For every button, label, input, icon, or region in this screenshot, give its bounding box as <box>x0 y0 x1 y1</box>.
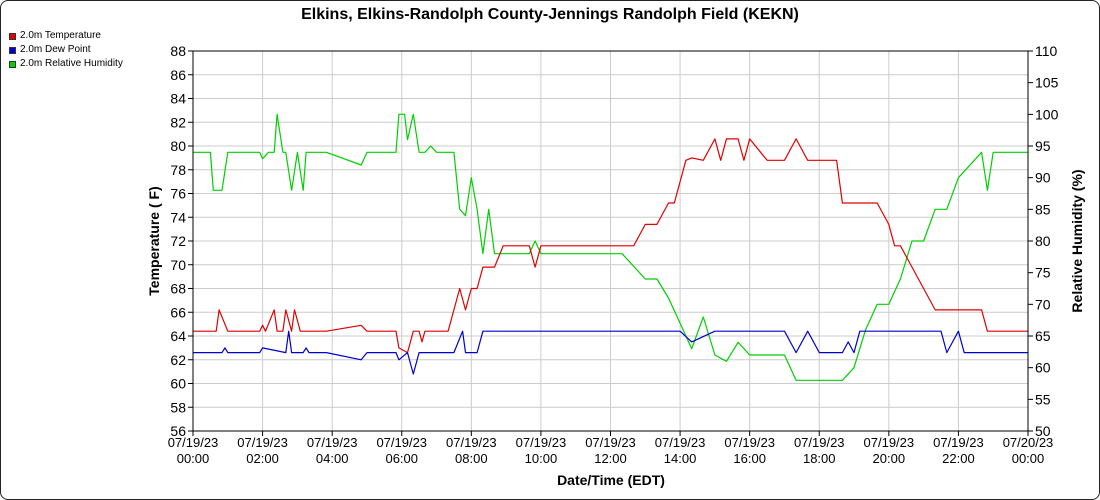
legend-item-dew-point: 2.0m Dew Point <box>9 43 123 57</box>
series-line-dew-point <box>193 330 1028 375</box>
left-tick-label: 64 <box>170 328 186 344</box>
left-axis-ticks: 56 58 60 62 64 66 68 70 72 74 76 78 80 82 84 86 88 <box>170 43 193 439</box>
left-tick-label: 84 <box>170 91 186 107</box>
x-tick-time: 22:00 <box>942 451 975 466</box>
right-tick-label: 80 <box>1035 233 1051 249</box>
y-axis-label: Temperature ( F) <box>146 186 162 295</box>
x-tick-time: 00:00 <box>177 451 210 466</box>
left-tick-label: 80 <box>170 138 186 154</box>
left-tick-label: 62 <box>170 352 186 368</box>
right-tick-label: 50 <box>1035 423 1051 439</box>
x-tick-date: 07/19/23 <box>376 435 427 450</box>
x-tick-time: 16:00 <box>733 451 766 466</box>
x-tick-date: 07/19/23 <box>724 435 775 450</box>
left-tick-label: 68 <box>170 281 186 297</box>
right-tick-label: 55 <box>1035 391 1051 407</box>
x-tick-time: 04:00 <box>316 451 349 466</box>
x-tick-time: 18:00 <box>803 451 836 466</box>
right-tick-label: 70 <box>1035 296 1051 312</box>
right-tick-label: 95 <box>1035 138 1051 154</box>
x-tick-time: 12:00 <box>594 451 627 466</box>
left-tick-label: 86 <box>170 67 186 83</box>
legend-label-dew-point: 2.0m Dew Point <box>20 44 91 55</box>
legend-item-temperature: 2.0m Temperature <box>9 29 123 43</box>
legend-item-relative-humidity: 2.0m Relative Humidity <box>9 57 123 71</box>
x-tick-date: 07/20/23 <box>1003 435 1054 450</box>
x-tick-time: 10:00 <box>525 451 558 466</box>
left-tick-label: 88 <box>170 43 186 59</box>
left-tick-label: 56 <box>170 423 186 439</box>
x-tick-date: 07/19/23 <box>794 435 845 450</box>
left-tick-label: 58 <box>170 399 186 415</box>
x-tick-date: 07/19/23 <box>307 435 358 450</box>
y2-axis-label: Relative Humidity (%) <box>1069 169 1085 312</box>
right-tick-label: 110 <box>1035 43 1058 59</box>
x-tick-date: 07/19/23 <box>516 435 567 450</box>
right-axis-ticks: 50 55 60 65 70 75 80 85 90 95 100 105 110 <box>1028 43 1059 439</box>
x-tick-time: 08:00 <box>455 451 488 466</box>
series-line-temperature <box>193 138 1028 354</box>
legend-swatch-temperature <box>9 32 16 40</box>
chart-title: Elkins, Elkins-Randolph County-Jennings … <box>301 6 799 23</box>
chart-legend: 2.0m Temperature 2.0m Dew Point 2.0m Rel… <box>9 29 123 71</box>
legend-label-temperature: 2.0m Temperature <box>20 30 101 41</box>
left-tick-label: 72 <box>170 233 186 249</box>
x-tick-time: 00:00 <box>1012 451 1045 466</box>
x-tick-date: 07/19/23 <box>655 435 706 450</box>
right-tick-label: 60 <box>1035 360 1051 376</box>
right-tick-label: 75 <box>1035 265 1051 281</box>
x-tick-date: 07/19/23 <box>585 435 636 450</box>
left-tick-label: 78 <box>170 162 186 178</box>
left-tick-label: 82 <box>170 114 186 130</box>
x-tick-date: 07/19/23 <box>933 435 984 450</box>
series-layer <box>193 113 1028 381</box>
legend-swatch-dew-point <box>9 46 16 54</box>
left-tick-label: 76 <box>170 186 186 202</box>
right-tick-label: 65 <box>1035 328 1051 344</box>
left-tick-label: 60 <box>170 376 186 392</box>
x-axis-ticks: 07/19/2300:0007/19/2302:0007/19/2304:000… <box>168 431 1054 466</box>
right-tick-label: 85 <box>1035 201 1051 217</box>
x-tick-date: 07/19/23 <box>864 435 915 450</box>
x-tick-time: 20:00 <box>873 451 906 466</box>
right-tick-label: 90 <box>1035 170 1051 186</box>
x-tick-date: 07/19/23 <box>168 435 219 450</box>
legend-swatch-relative-humidity <box>9 60 16 68</box>
series-line-relative-humidity <box>193 113 1028 381</box>
x-tick-time: 06:00 <box>385 451 418 466</box>
left-tick-label: 66 <box>170 304 186 320</box>
x-tick-date: 07/19/23 <box>446 435 497 450</box>
right-tick-label: 105 <box>1035 75 1059 91</box>
x-tick-date: 07/19/23 <box>237 435 288 450</box>
grid-lines <box>192 50 1029 432</box>
x-axis-label: Date/Time (EDT) <box>557 472 665 488</box>
left-tick-label: 74 <box>170 209 186 225</box>
x-tick-time: 14:00 <box>664 451 697 466</box>
x-tick-time: 02:00 <box>246 451 279 466</box>
left-tick-label: 70 <box>170 257 186 273</box>
legend-label-relative-humidity: 2.0m Relative Humidity <box>20 58 123 69</box>
right-tick-label: 100 <box>1035 106 1059 122</box>
